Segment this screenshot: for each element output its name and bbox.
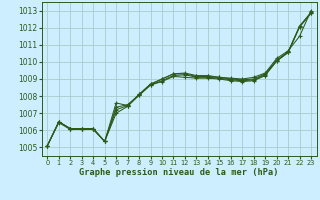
X-axis label: Graphe pression niveau de la mer (hPa): Graphe pression niveau de la mer (hPa) [79, 168, 279, 177]
